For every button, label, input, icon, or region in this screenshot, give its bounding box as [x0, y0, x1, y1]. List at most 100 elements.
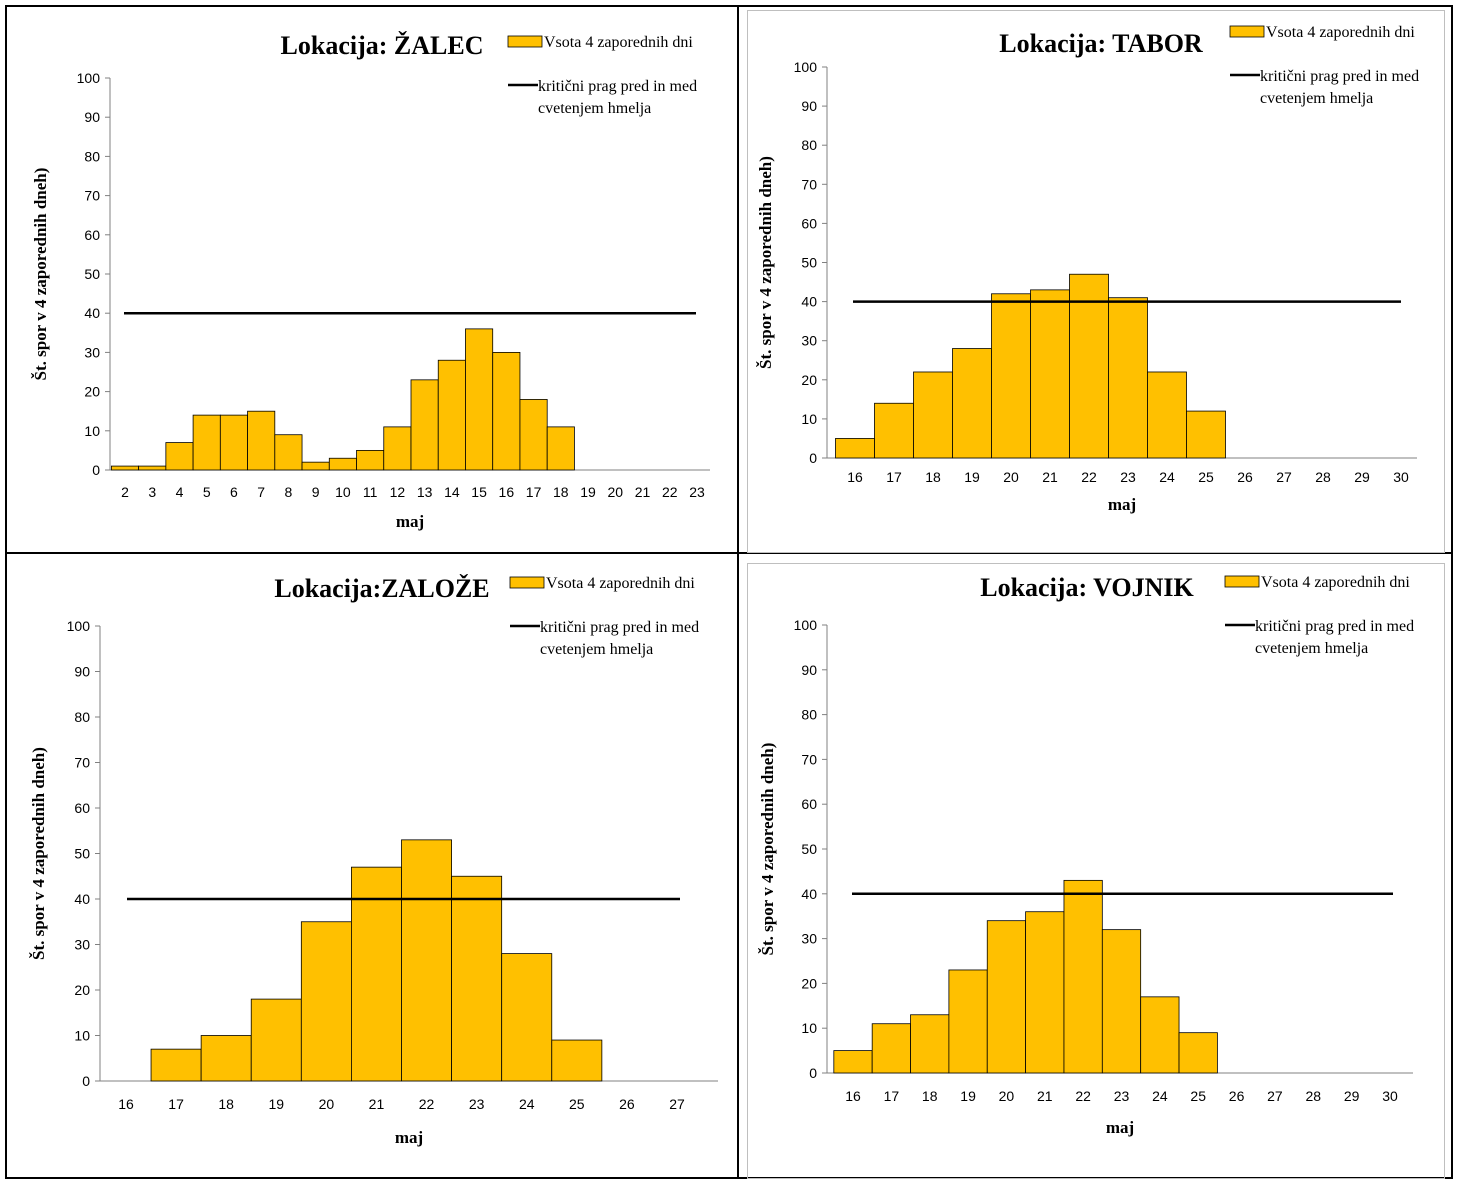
y-tick-label: 100	[67, 618, 91, 634]
y-tick-label: 40	[801, 294, 817, 310]
legend-label-bar: Vsota 4 zaporednih dni	[546, 575, 695, 592]
y-tick-label: 50	[74, 846, 90, 862]
x-axis-label: maj	[1108, 495, 1136, 514]
x-tick-label: 17	[526, 484, 542, 500]
x-tick-label: 5	[203, 484, 211, 500]
y-tick-label: 70	[801, 751, 817, 767]
x-tick-label: 30	[1382, 1088, 1398, 1104]
bar-17	[871, 1023, 911, 1074]
bar-23	[1101, 929, 1142, 1074]
y-tick-label: 70	[74, 755, 90, 771]
legend-label-bar: Vsota 4 zaporednih dni	[544, 34, 693, 51]
bar-17	[519, 399, 548, 471]
x-tick-label: 23	[689, 484, 705, 500]
x-tick-label: 23	[1114, 1088, 1130, 1104]
y-tick-label: 0	[809, 450, 817, 466]
x-tick-label: 15	[471, 484, 487, 500]
legend-label-line: kritični prag pred in med	[540, 619, 699, 636]
x-tick-label: 24	[1159, 469, 1175, 485]
y-tick-label: 80	[801, 137, 817, 153]
chart-panel-zalec: Lokacija: ŽALEC Vsota 4 zaporednih dni kri…	[10, 10, 734, 550]
y-tick-label: 60	[801, 796, 817, 812]
legend-label-line: kritični prag pred in med	[538, 78, 697, 95]
x-tick-label: 12	[390, 484, 406, 500]
y-tick-label: 70	[84, 188, 100, 204]
bar-21	[1025, 911, 1065, 1074]
chart-grid-frame	[5, 5, 1453, 1179]
y-axis-label: Št. spor v 4 zaporednih dneh)	[758, 743, 777, 956]
bar-24	[1140, 996, 1180, 1074]
chart-title: Lokacija: VOJNIK	[980, 573, 1194, 602]
x-tick-label: 29	[1354, 469, 1370, 485]
x-tick-label: 19	[580, 484, 596, 500]
x-tick-label: 25	[1190, 1088, 1206, 1104]
x-tick-label: 16	[499, 484, 515, 500]
x-tick-label: 27	[1276, 469, 1292, 485]
bar-3	[138, 465, 167, 471]
y-tick-label: 90	[84, 109, 100, 125]
chart-svg-zaloze: Lokacija:ZALOŽE Vsota 4 zaporednih dni kri…	[29, 574, 718, 1147]
y-tick-label: 40	[801, 886, 817, 902]
x-tick-label: 7	[257, 484, 265, 500]
bar-21	[351, 866, 402, 1082]
bar-4	[165, 442, 194, 471]
legend-swatch-bar	[507, 35, 543, 48]
chart-legend: Vsota 4 zaporednih dni kritični prag pred…	[1224, 574, 1414, 657]
chart-title: Lokacija: ŽALEC	[281, 31, 484, 60]
x-tick-label: 9	[312, 484, 320, 500]
x-tick-label: 8	[285, 484, 293, 500]
y-tick-label: 60	[801, 215, 817, 231]
x-tick-label: 21	[369, 1096, 385, 1112]
y-tick-label: 20	[84, 384, 100, 400]
x-axis-label: maj	[396, 512, 424, 531]
chart-svg-vojnik: Lokacija: VOJNIK Vsota 4 zaporednih dni kr…	[758, 573, 1414, 1137]
y-tick-label: 10	[801, 1020, 817, 1036]
x-tick-label: 17	[886, 469, 902, 485]
legend-label-line-cont: cvetenjem hmelja	[538, 100, 651, 117]
legend-label-line: kritični prag pred in med	[1260, 68, 1419, 85]
x-tick-label: 16	[845, 1088, 861, 1104]
x-tick-label: 29	[1344, 1088, 1360, 1104]
x-axis-label: maj	[1106, 1118, 1134, 1137]
chart-title: Lokacija:ZALOŽE	[274, 574, 489, 603]
x-tick-label: 19	[268, 1096, 284, 1112]
x-tick-label: 20	[999, 1088, 1015, 1104]
bar-16	[835, 438, 875, 459]
x-tick-label: 3	[148, 484, 156, 500]
y-axis-label: Št. spor v 4 zaporednih dneh)	[29, 747, 48, 960]
bar-11	[356, 449, 385, 471]
bar-6	[219, 414, 248, 471]
y-tick-label: 20	[801, 372, 817, 388]
legend-label-line-cont: cvetenjem hmelja	[1255, 640, 1368, 657]
chart-title: Lokacija: TABOR	[999, 29, 1203, 58]
bar-18	[546, 426, 575, 471]
x-tick-label: 28	[1315, 469, 1331, 485]
y-tick-label: 70	[801, 176, 817, 192]
bar-17	[874, 402, 914, 459]
legend-label-line-cont: cvetenjem hmelja	[540, 641, 653, 658]
legend-swatch-bar	[1224, 575, 1260, 588]
y-tick-label: 40	[84, 305, 100, 321]
y-tick-label: 80	[74, 709, 90, 725]
chart-legend: Vsota 4 zaporednih dni kritični prag pred…	[509, 575, 699, 658]
x-tick-label: 28	[1305, 1088, 1321, 1104]
bar-13	[410, 379, 439, 471]
x-tick-label: 24	[519, 1096, 535, 1112]
x-tick-label: 18	[218, 1096, 234, 1112]
x-tick-label: 18	[922, 1088, 938, 1104]
y-tick-label: 20	[801, 975, 817, 991]
bar-19	[250, 998, 302, 1082]
bar-8	[274, 434, 303, 471]
y-tick-label: 80	[801, 707, 817, 723]
legend-label-bar: Vsota 4 zaporednih dni	[1261, 574, 1410, 591]
x-tick-label: 16	[847, 469, 863, 485]
bar-14	[437, 359, 466, 471]
y-tick-label: 90	[801, 662, 817, 678]
legend-label-line-cont: cvetenjem hmelja	[1260, 90, 1373, 107]
chart-svg-zalec: Lokacija: ŽALEC Vsota 4 zaporednih dni kri…	[31, 31, 710, 531]
y-tick-label: 10	[74, 1028, 90, 1044]
grid-horizontal-divider	[5, 552, 1453, 554]
bar-21	[1030, 289, 1070, 459]
x-tick-label: 27	[669, 1096, 685, 1112]
chart-panel-zaloze: Lokacija:ZALOŽE Vsota 4 zaporednih dni kri…	[10, 563, 734, 1177]
